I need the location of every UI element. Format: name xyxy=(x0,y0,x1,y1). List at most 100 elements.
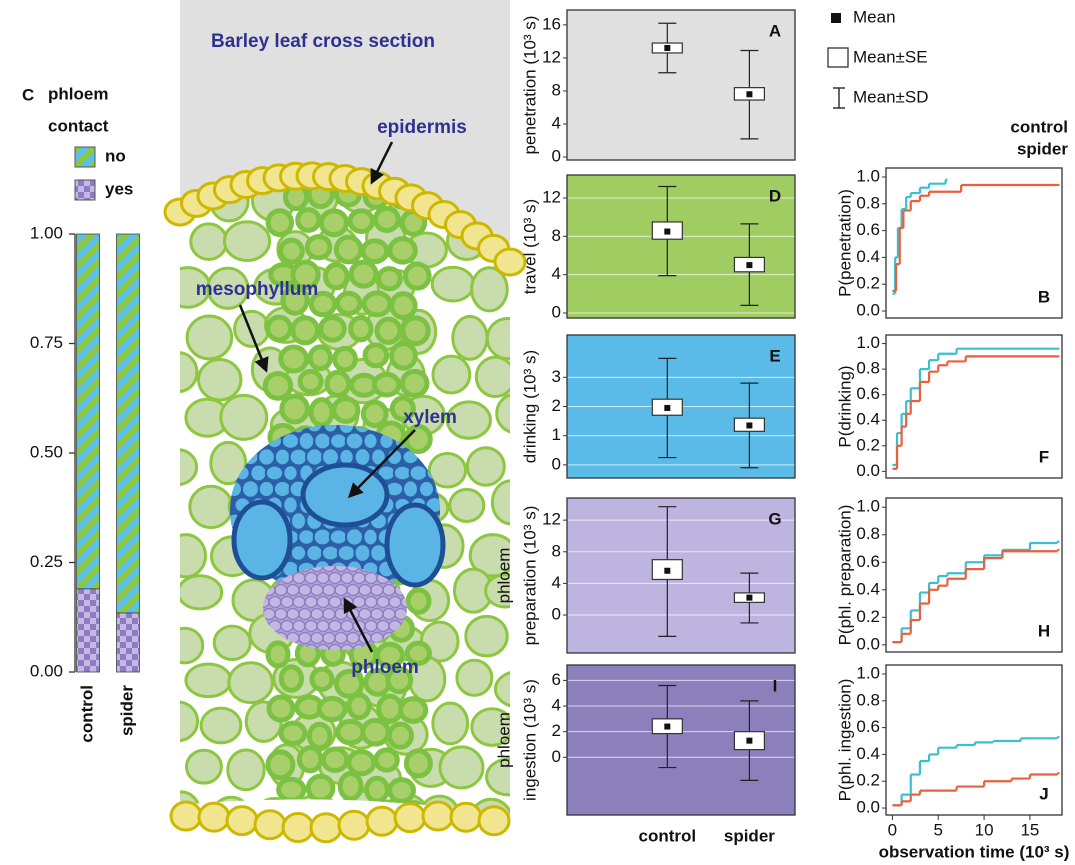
cell xyxy=(283,496,297,513)
y-tick-label: 1.0 xyxy=(856,497,880,516)
y-tick-label: 0.8 xyxy=(856,193,880,212)
cell xyxy=(433,356,470,393)
legend-label: Mean±SE xyxy=(853,47,928,66)
mean-marker xyxy=(746,595,752,601)
mean-marker xyxy=(664,568,670,574)
y-axis-label: phloem xyxy=(494,712,513,768)
legend-label: Mean xyxy=(853,7,896,26)
x-tick-label: spider xyxy=(117,685,136,736)
cell xyxy=(338,545,356,561)
cell xyxy=(235,311,269,346)
x-tick-label: 10 xyxy=(975,820,994,839)
panel-letter: B xyxy=(1038,287,1050,306)
plot-frame xyxy=(886,168,1062,318)
legend-swatch xyxy=(75,180,95,200)
cell xyxy=(400,699,425,722)
cell xyxy=(341,573,353,584)
cell xyxy=(335,348,356,369)
cell xyxy=(224,222,269,261)
x-tick-label: control xyxy=(77,685,96,743)
cell xyxy=(299,748,321,771)
cell xyxy=(466,616,507,656)
cell xyxy=(374,374,398,395)
cell xyxy=(281,347,307,371)
cell xyxy=(299,585,311,596)
cell xyxy=(298,529,314,545)
cell xyxy=(363,529,377,546)
y-tick-label: 0.00 xyxy=(30,661,63,680)
panel-letter: A xyxy=(769,21,781,40)
cell xyxy=(402,371,427,395)
cell xyxy=(293,318,318,343)
epidermis-cell xyxy=(311,814,341,842)
cell xyxy=(450,489,484,521)
cell xyxy=(283,465,297,481)
x-tick-label: control xyxy=(639,826,697,845)
cell xyxy=(306,448,323,465)
cell xyxy=(281,240,303,262)
plot-frame xyxy=(886,665,1062,815)
bar-segment xyxy=(77,589,100,672)
cell xyxy=(322,546,339,561)
epidermis-cell xyxy=(367,807,397,835)
epidermis-cell xyxy=(227,807,257,835)
cell xyxy=(353,573,365,584)
plot-frame xyxy=(886,498,1062,652)
cell xyxy=(201,708,241,743)
y-tick-label: 2 xyxy=(552,721,561,740)
cell xyxy=(377,621,389,632)
cell xyxy=(293,573,305,584)
y-tick-label: 4 xyxy=(552,696,561,715)
y-axis-label: preparation (10³ s) xyxy=(520,506,539,646)
legend-label: Mean±SD xyxy=(853,87,928,106)
panel-letter: C xyxy=(22,85,34,104)
cell xyxy=(259,481,274,497)
label: epidermis xyxy=(377,117,467,138)
cell xyxy=(347,633,359,644)
cell xyxy=(389,597,401,608)
label: mesophyllum xyxy=(196,279,318,300)
cell xyxy=(433,703,468,744)
cell xyxy=(346,528,363,545)
cell xyxy=(371,585,383,596)
cell xyxy=(383,585,395,596)
cell xyxy=(190,486,232,527)
box-legend: Mean Mean±SE Mean±SD xyxy=(828,7,928,108)
y-tick-label: 0.6 xyxy=(856,384,880,403)
legend-title: phloem xyxy=(48,84,108,103)
legend-label: no xyxy=(105,146,126,165)
cell xyxy=(282,433,299,449)
y-axis-label: P(penetration) xyxy=(835,189,854,297)
y-tick-label: 0.4 xyxy=(856,744,880,763)
cell xyxy=(410,465,428,481)
cell xyxy=(317,621,329,632)
cell xyxy=(299,432,314,450)
cell xyxy=(365,345,387,366)
y-axis-label: travel (10³ s) xyxy=(520,199,539,294)
cell xyxy=(311,400,332,425)
cell xyxy=(329,621,341,632)
cell xyxy=(159,450,196,485)
cell xyxy=(293,597,305,608)
cell xyxy=(363,433,377,449)
y-tick-label: 6 xyxy=(552,670,561,689)
cell xyxy=(327,372,349,395)
y-tick-label: 0.6 xyxy=(856,552,880,571)
y-tick-label: 0.2 xyxy=(856,771,880,790)
legend-label: yes xyxy=(105,179,133,198)
y-tick-label: 1.0 xyxy=(856,663,880,682)
y-tick-label: 12 xyxy=(542,510,561,529)
leaf-diagram: Barley leaf cross section epidermis meso… xyxy=(156,0,541,842)
cell xyxy=(341,621,353,632)
cell xyxy=(323,633,335,644)
y-tick-label: 0.50 xyxy=(30,442,63,461)
cell xyxy=(293,621,305,632)
cell xyxy=(351,262,376,286)
cell xyxy=(307,237,330,258)
cell xyxy=(408,590,429,612)
cell xyxy=(403,318,428,344)
cell xyxy=(326,265,347,288)
y-tick-label: 0.8 xyxy=(856,524,880,543)
cell xyxy=(268,643,288,666)
cell xyxy=(406,751,430,776)
